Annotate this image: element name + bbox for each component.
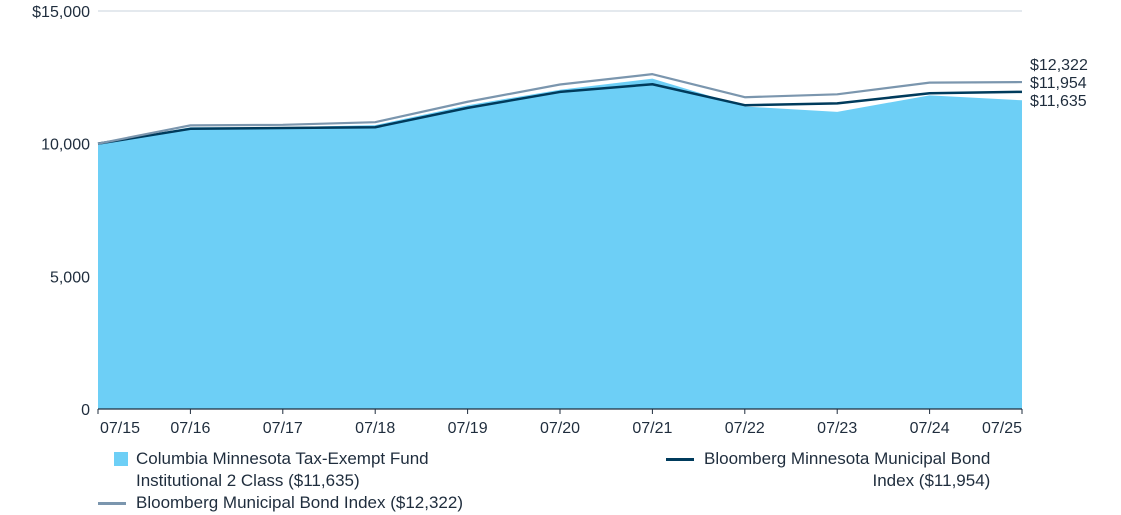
area-fund xyxy=(98,78,1022,409)
legend-item-mn-index: Bloomberg Minnesota Municipal Bond Index… xyxy=(666,448,1026,492)
end-value-label: $11,954 xyxy=(1030,75,1087,92)
legend-item-muni-index: Bloomberg Municipal Bond Index ($12,322) xyxy=(98,492,538,514)
legend-label-fund: Columbia Minnesota Tax-Exempt Fund Insti… xyxy=(136,449,429,490)
x-tick-label: 07/19 xyxy=(448,420,488,437)
area-series xyxy=(98,78,1022,409)
end-value-label: $12,322 xyxy=(1030,57,1088,74)
y-tick-label: 10,000 xyxy=(41,137,90,154)
y-tick-label: $15,000 xyxy=(32,4,90,21)
x-tick-label: 07/18 xyxy=(355,420,395,437)
x-tick-label: 07/22 xyxy=(725,420,765,437)
x-tick-label: 07/16 xyxy=(170,420,210,437)
axes xyxy=(97,408,1023,414)
x-tick-label: 07/20 xyxy=(540,420,580,437)
x-tick-label: 07/15 xyxy=(100,420,140,437)
x-tick-label: 07/23 xyxy=(817,420,857,437)
y-tick-label: 5,000 xyxy=(50,269,90,286)
y-tick-label: 0 xyxy=(81,402,90,419)
legend-label-muni-index: Bloomberg Municipal Bond Index ($12,322) xyxy=(136,493,463,512)
legend-swatch-fund xyxy=(114,452,128,466)
legend-swatch-muni-index xyxy=(98,502,126,505)
x-tick-label: 07/24 xyxy=(910,420,950,437)
x-tick-label: 07/17 xyxy=(263,420,303,437)
line-mn-index xyxy=(97,82,1023,145)
legend-label-mn-index: Bloomberg Minnesota Municipal Bond Index… xyxy=(704,449,991,490)
x-tick-label: 07/21 xyxy=(632,420,672,437)
legend-item-fund: Columbia Minnesota Tax-Exempt Fund Insti… xyxy=(114,448,494,492)
labels: $15,000 10,000 5,000 0 07/15 07/16 07/17 07/18 0… xyxy=(32,4,1088,437)
end-value-label: $11,635 xyxy=(1030,93,1087,110)
x-tick-label: 07/25 xyxy=(982,420,1022,437)
legend-swatch-mn-index xyxy=(666,458,694,461)
line-muni-index xyxy=(97,73,1023,145)
line-series xyxy=(97,73,1023,145)
